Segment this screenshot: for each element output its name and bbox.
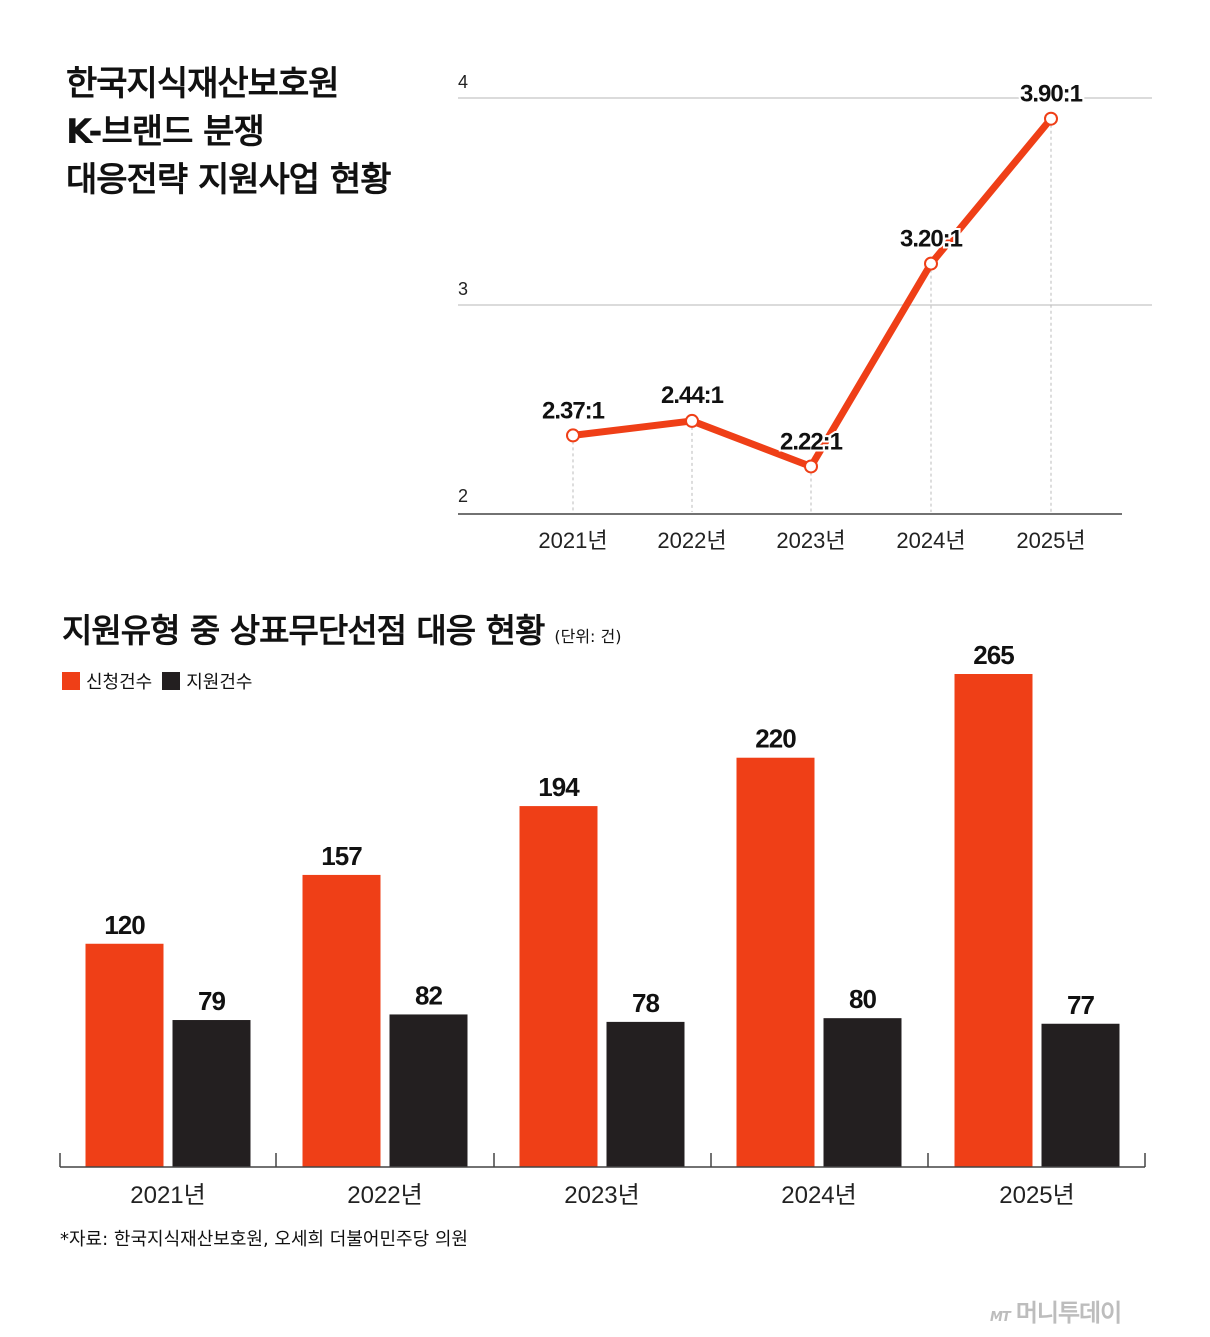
x-tick-label: 2024년	[896, 528, 965, 553]
watermark: MT 머니투데이	[990, 1293, 1122, 1328]
y-tick-label: 3	[458, 279, 468, 299]
legend-swatch-applications	[62, 672, 80, 690]
watermark-name: 머니투데이	[1015, 1299, 1122, 1327]
data-point	[685, 413, 699, 428]
data-point	[804, 459, 818, 474]
x-tick-label: 2021년	[538, 528, 607, 553]
bar-label-applications: 120	[104, 910, 145, 940]
bar-label-supported: 79	[198, 986, 225, 1016]
data-point	[924, 256, 938, 271]
bar-supported	[1041, 1023, 1120, 1167]
x-tick-label: 2022년	[657, 528, 726, 553]
x-tick-label: 2022년	[347, 1182, 422, 1209]
legend-label-supported: 지원건수	[186, 672, 253, 693]
bar-supported	[389, 1014, 468, 1167]
x-tick-label: 2021년	[130, 1182, 205, 1209]
legend-swatch-supported	[162, 672, 181, 690]
data-label: 2.37:1	[542, 397, 605, 424]
x-tick-label: 2023년	[776, 528, 845, 553]
x-tick-label: 2024년	[781, 1182, 856, 1209]
bar-supported	[172, 1020, 251, 1167]
title-line-1: 한국지식재산보호원	[66, 64, 340, 104]
bar-applications	[85, 943, 164, 1167]
legend-item-applications: 신청건수	[62, 668, 152, 694]
bar-applications	[954, 674, 1033, 1167]
legend-label-applications: 신청건수	[86, 672, 153, 693]
bar-label-supported: 82	[415, 980, 442, 1010]
data-label: 2.44:1	[661, 382, 724, 409]
bar-label-supported: 77	[1067, 990, 1094, 1020]
bar-label-applications: 265	[973, 640, 1014, 670]
bar-supported	[606, 1021, 685, 1167]
bar-label-applications: 220	[755, 724, 796, 754]
data-point	[566, 428, 580, 443]
line-chart-title: 한국지식재산보호원 K-브랜드 분쟁 대응전략 지원사업 현황	[66, 60, 391, 204]
x-tick-label: 2023년	[564, 1182, 639, 1209]
bar-chart-unit: (단위: 건)	[554, 627, 622, 646]
line-chart: 2 3 4 2021년 2022년 2023년 2024년 2025년 2.37:1 2.44:1…	[458, 72, 1152, 553]
bar-supported	[823, 1018, 902, 1167]
bar-chart-title-text: 지원유형 중 상표무단선점 대응 현황	[62, 611, 545, 650]
bar-label-applications: 157	[321, 841, 362, 871]
data-label: 3.20:1	[900, 226, 963, 253]
title-line-2: K-브랜드 분쟁	[66, 112, 265, 152]
x-tick-label: 2025년	[1016, 528, 1085, 553]
data-label: 3.90:1	[1020, 81, 1083, 108]
data-point	[1044, 111, 1058, 126]
bar-applications	[302, 874, 381, 1167]
bar-applications	[736, 757, 815, 1167]
x-tick-label: 2025년	[999, 1182, 1074, 1209]
bar-chart-title: 지원유형 중 상표무단선점 대응 현황 (단위: 건)	[62, 604, 621, 652]
bar-label-supported: 80	[849, 984, 876, 1014]
bar-applications	[519, 806, 598, 1167]
y-tick-label: 2	[458, 486, 468, 506]
bar-legend: 신청건수 지원건수	[62, 668, 263, 694]
bar-label-supported: 78	[632, 988, 659, 1018]
bar-label-applications: 194	[538, 772, 580, 802]
watermark-logo: MT	[990, 1310, 1011, 1325]
data-label: 2.22:1	[780, 428, 843, 455]
title-line-3: 대응전략 지원사업 현황	[66, 160, 391, 200]
y-tick-label: 4	[458, 72, 468, 92]
source-note: *자료: 한국지식재산보호원, 오세희 더불어민주당 의원	[60, 1229, 468, 1250]
series-line	[569, 115, 1055, 470]
legend-item-supported: 지원건수	[162, 668, 253, 694]
